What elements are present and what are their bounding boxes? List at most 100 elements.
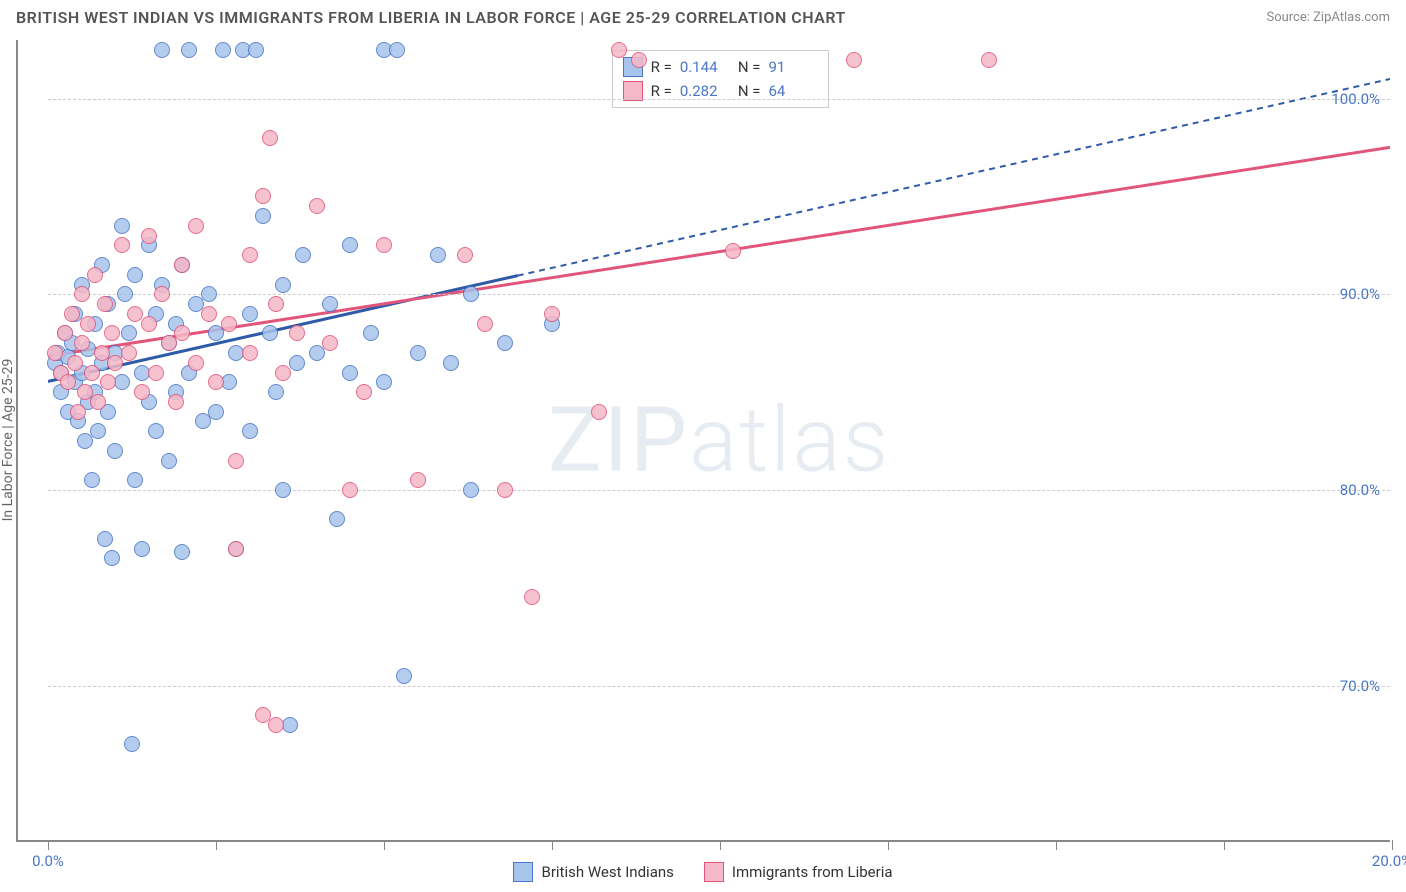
scatter-point-bwi — [342, 365, 358, 381]
scatter-point-bwi — [181, 42, 197, 58]
scatter-point-lib — [80, 316, 96, 332]
scatter-point-bwi — [389, 42, 405, 58]
scatter-point-lib — [457, 247, 473, 263]
scatter-point-lib — [168, 394, 184, 410]
scatter-point-lib — [154, 286, 170, 302]
chart-title: BRITISH WEST INDIAN VS IMMIGRANTS FROM L… — [16, 8, 846, 27]
scatter-point-lib — [47, 345, 63, 361]
gridline-h — [48, 294, 1390, 295]
plot-area: ZIPatlas R =0.144N =91R =0.282N =64 70.0… — [48, 40, 1390, 840]
scatter-point-lib — [107, 355, 123, 371]
scatter-point-lib — [497, 482, 513, 498]
scatter-point-lib — [188, 218, 204, 234]
scatter-point-bwi — [242, 306, 258, 322]
scatter-point-bwi — [255, 208, 271, 224]
scatter-point-bwi — [463, 286, 479, 302]
scatter-point-bwi — [410, 345, 426, 361]
legend-stats-row-bwi: R =0.144N =91 — [623, 55, 819, 79]
scatter-point-lib — [268, 296, 284, 312]
scatter-point-lib — [228, 453, 244, 469]
scatter-point-bwi — [322, 296, 338, 312]
scatter-point-bwi — [376, 374, 392, 390]
gridline-h — [48, 490, 1390, 491]
x-tick — [1056, 840, 1057, 850]
x-tick — [384, 840, 385, 850]
scatter-point-lib — [141, 316, 157, 332]
r-label: R = — [651, 82, 672, 100]
scatter-point-lib — [67, 355, 83, 371]
scatter-point-bwi — [174, 544, 190, 560]
scatter-point-lib — [376, 237, 392, 253]
scatter-point-bwi — [195, 413, 211, 429]
trend-lines-svg — [48, 40, 1390, 840]
scatter-point-bwi — [309, 345, 325, 361]
scatter-point-bwi — [289, 355, 305, 371]
scatter-point-lib — [208, 374, 224, 390]
scatter-point-bwi — [104, 550, 120, 566]
y-axis-label: In Labor Force | Age 25-29 — [0, 359, 16, 522]
chart-area: In Labor Force | Age 25-29 ZIPatlas R =0… — [16, 40, 1390, 842]
scatter-point-bwi — [430, 247, 446, 263]
y-tick-label: 80.0% — [1340, 481, 1380, 499]
x-tick — [1224, 840, 1225, 850]
scatter-point-lib — [255, 188, 271, 204]
x-tick — [888, 840, 889, 850]
legend-item-lib: Immigrants from Liberia — [704, 862, 893, 882]
scatter-point-lib — [725, 243, 741, 259]
scatter-point-bwi — [134, 541, 150, 557]
scatter-point-lib — [228, 541, 244, 557]
scatter-point-lib — [268, 717, 284, 733]
scatter-point-lib — [342, 482, 358, 498]
n-value-lib: 64 — [768, 82, 818, 100]
scatter-point-lib — [174, 325, 190, 341]
scatter-point-lib — [84, 365, 100, 381]
x-tick — [48, 840, 49, 850]
scatter-point-lib — [275, 365, 291, 381]
scatter-point-bwi — [114, 218, 130, 234]
legend-swatch-bwi — [513, 862, 533, 882]
scatter-point-bwi — [117, 286, 133, 302]
scatter-point-lib — [201, 306, 217, 322]
source-link[interactable]: ZipAtlas.com — [1313, 10, 1390, 25]
scatter-point-bwi — [396, 668, 412, 684]
scatter-point-bwi — [124, 736, 140, 752]
scatter-point-lib — [188, 355, 204, 371]
y-tick-label: 100.0% — [1331, 90, 1380, 108]
scatter-point-bwi — [268, 384, 284, 400]
scatter-point-lib — [60, 374, 76, 390]
scatter-point-lib — [356, 384, 372, 400]
watermark-thin: atlas — [689, 388, 890, 493]
scatter-point-bwi — [107, 443, 123, 459]
scatter-point-bwi — [127, 472, 143, 488]
n-label: N = — [738, 82, 761, 100]
source-prefix: Source: — [1266, 10, 1313, 25]
scatter-point-lib — [591, 404, 607, 420]
scatter-point-lib — [141, 228, 157, 244]
scatter-point-lib — [104, 325, 120, 341]
scatter-point-lib — [97, 296, 113, 312]
scatter-point-lib — [70, 404, 86, 420]
scatter-point-bwi — [363, 325, 379, 341]
scatter-point-bwi — [215, 42, 231, 58]
legend-swatch-lib — [704, 862, 724, 882]
r-label: R = — [651, 58, 672, 76]
x-tick — [216, 840, 217, 850]
scatter-point-bwi — [275, 482, 291, 498]
scatter-point-bwi — [84, 472, 100, 488]
scatter-point-lib — [148, 365, 164, 381]
n-value-bwi: 91 — [768, 58, 818, 76]
watermark-bold: ZIP — [548, 388, 689, 493]
scatter-point-lib — [544, 306, 560, 322]
scatter-point-lib — [57, 325, 73, 341]
scatter-point-bwi — [262, 325, 278, 341]
scatter-point-lib — [64, 306, 80, 322]
x-tick — [720, 840, 721, 850]
scatter-point-bwi — [329, 511, 345, 527]
gridline-h — [48, 686, 1390, 687]
scatter-point-bwi — [275, 277, 291, 293]
scatter-point-lib — [524, 589, 540, 605]
scatter-point-bwi — [208, 404, 224, 420]
chart-header: BRITISH WEST INDIAN VS IMMIGRANTS FROM L… — [0, 0, 1406, 31]
scatter-point-bwi — [443, 355, 459, 371]
gridline-h — [48, 99, 1390, 100]
